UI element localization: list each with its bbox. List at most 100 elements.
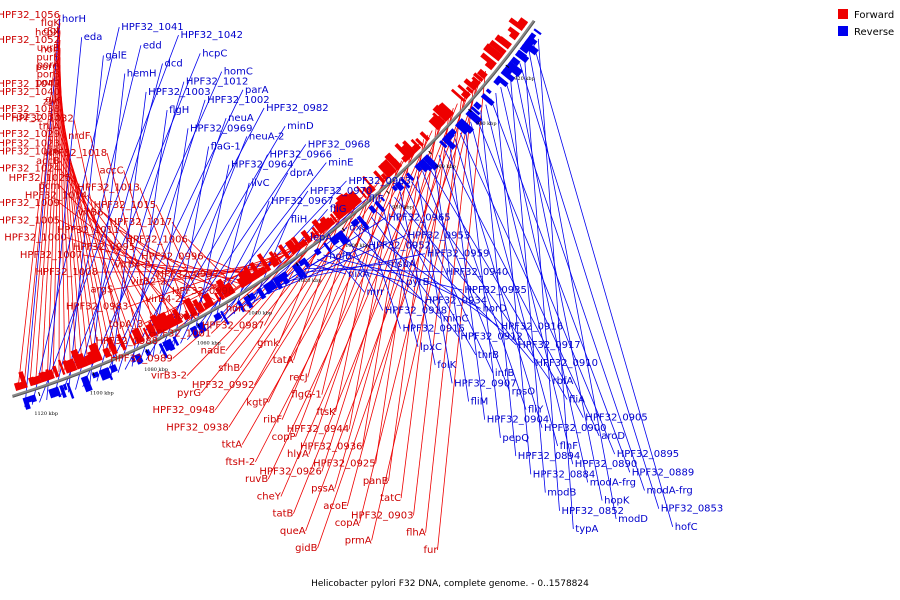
forward-leader-line <box>267 130 433 480</box>
forward-gene <box>18 371 28 389</box>
reverse-gene <box>279 272 290 285</box>
forward-gene <box>394 143 412 161</box>
reverse-gene-label: hofC <box>675 522 698 533</box>
forward-gene-label: tktA <box>222 440 243 451</box>
reverse-gene-label: homC <box>224 67 253 78</box>
forward-gene <box>460 90 470 100</box>
forward-gene-label: glk <box>45 95 60 106</box>
forward-gene <box>145 323 157 338</box>
legend-reverse-swatch <box>838 26 848 36</box>
reverse-gene-label: modA-frg <box>590 477 636 488</box>
forward-gene <box>319 216 332 230</box>
reverse-gene-label: HPF32_1041 <box>121 22 183 33</box>
reverse-leader-line <box>480 110 517 457</box>
reverse-leader-line <box>279 245 367 287</box>
forward-gene <box>183 297 198 317</box>
forward-gene-label: recJ <box>289 372 308 383</box>
reverse-gene <box>503 65 514 76</box>
reverse-leader-line <box>411 181 551 382</box>
reverse-gene <box>338 230 350 244</box>
tick-label: 1080 kbp <box>144 367 168 373</box>
forward-leader-line <box>359 94 466 524</box>
forward-gene <box>384 152 402 171</box>
forward-gene-label: horC <box>226 303 250 314</box>
reverse-gene <box>519 44 530 54</box>
reverse-leader-line <box>427 165 568 400</box>
forward-leader-line <box>59 151 150 335</box>
forward-gene <box>301 238 308 246</box>
forward-gene-label: tatA <box>273 355 294 366</box>
reverse-gene <box>422 154 440 171</box>
forward-gene-label: ftsH-2 <box>225 457 255 468</box>
reverse-leader-line <box>75 63 163 390</box>
forward-gene <box>333 204 346 218</box>
tick-mark <box>92 372 95 377</box>
reverse-gene <box>243 295 254 309</box>
reverse-gene-label: pyrB <box>406 277 429 288</box>
reverse-gene-label: HPF32_0952 <box>369 241 431 252</box>
forward-gene-label: HPF32_1001 <box>149 328 211 339</box>
forward-gene-label: HPF32_0992 <box>192 380 254 391</box>
forward-gene <box>463 78 478 91</box>
reverse-gene-label: dxs <box>349 222 366 233</box>
reverse-gene <box>329 235 340 246</box>
forward-gene <box>377 163 393 179</box>
forward-gene-labels: HPF32_1056flgKggthcpXHPF32_1052uvrBhorIp… <box>0 10 438 556</box>
reverse-gene <box>291 264 304 280</box>
forward-gene <box>45 368 52 381</box>
reverse-gene-label: ilvC <box>251 178 269 189</box>
reverse-leader-line <box>53 45 142 398</box>
reverse-gene <box>236 300 246 313</box>
forward-gene-label: queA <box>280 526 306 537</box>
genome-backbone-arc <box>11 19 536 398</box>
reverse-gene <box>109 364 118 373</box>
reverse-leader-line <box>117 99 206 373</box>
forward-gene-label: prmA <box>345 536 372 547</box>
reverse-gene <box>256 287 267 300</box>
forward-gene <box>483 43 504 62</box>
reverse-gene-label: HPF32_0907 <box>454 378 516 389</box>
reverse-gene-label: fliM <box>471 397 489 408</box>
forward-gene <box>318 220 330 233</box>
tick-mark <box>197 322 200 327</box>
reverse-gene-label: HPF32_0895 <box>617 449 679 460</box>
reverse-leader-line <box>347 236 384 311</box>
reverse-gene <box>495 75 509 88</box>
forward-gene-label: flhA <box>406 528 426 539</box>
reverse-leader-line <box>495 92 532 475</box>
reverse-gene-label: HPF32_0917 <box>518 340 580 351</box>
forward-leader-line <box>295 160 402 438</box>
forward-leader-line <box>41 39 61 379</box>
forward-gene <box>52 365 60 378</box>
forward-gene <box>470 79 480 88</box>
reverse-leader-line <box>376 211 517 346</box>
reverse-gene-label: minE <box>328 158 353 169</box>
reverse-gene <box>374 200 386 213</box>
forward-gene <box>268 257 279 268</box>
reverse-gene-label: horD <box>483 303 508 314</box>
forward-gene <box>202 301 211 310</box>
reverse-gene <box>521 40 539 56</box>
reverse-gene-label: HPF32_0959 <box>427 249 489 260</box>
reverse-gene <box>335 231 348 246</box>
reverse-leader-line <box>353 231 441 319</box>
reverse-gene-label: HPF32_1042 <box>181 30 243 41</box>
reverse-gene-label: msbA <box>388 259 416 270</box>
forward-leader-line <box>239 209 347 369</box>
forward-gene <box>480 52 497 68</box>
forward-gene <box>62 360 71 374</box>
reverse-gene-label: hopK <box>604 496 630 507</box>
reverse-gene-label: HPF32_0853 <box>661 504 723 515</box>
reverse-gene <box>22 396 31 410</box>
reverse-gene-label: fliA <box>569 394 585 405</box>
forward-leader-line <box>17 14 61 387</box>
forward-gene <box>277 244 290 260</box>
forward-gene <box>457 84 471 97</box>
reverse-gene-label: HPF32_0982 <box>266 103 328 114</box>
forward-gene <box>517 17 529 28</box>
reverse-gene-label: HPF32_0894 <box>518 451 580 462</box>
forward-gene <box>202 292 215 308</box>
forward-gene <box>215 278 231 299</box>
forward-gene <box>332 209 343 221</box>
reverse-leader-line <box>96 81 185 382</box>
